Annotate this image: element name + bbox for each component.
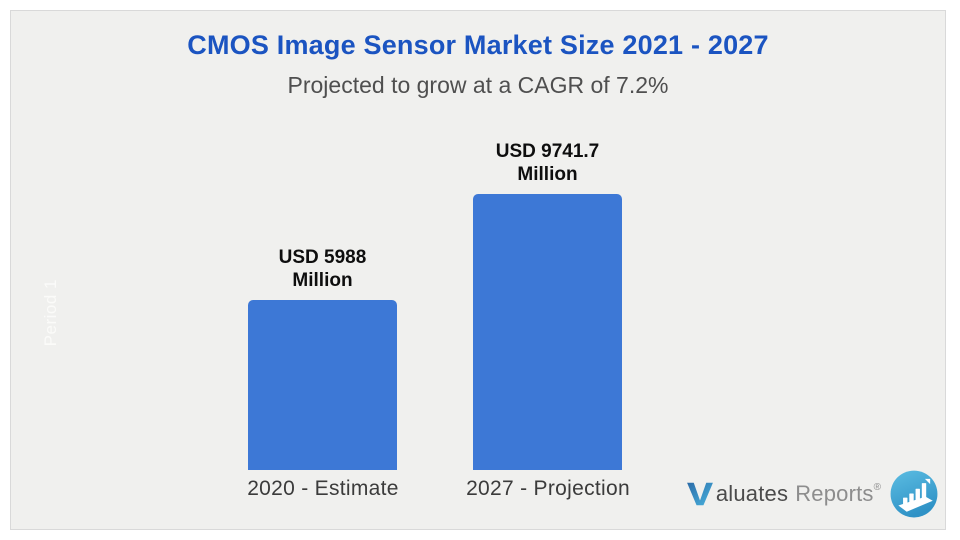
valuates-v-icon: [686, 482, 713, 506]
registered-mark: ®: [873, 481, 881, 493]
bar-value-label: USD 9741.7 Million: [495, 141, 600, 185]
brand-logo: aluates Reports ®: [686, 469, 939, 519]
brand-suffix: Reports: [795, 481, 874, 506]
bar-value-label: USD 5988 Million: [278, 247, 367, 291]
bar: [248, 300, 397, 470]
bar-group-2027: USD 9741.7 Million: [473, 140, 622, 470]
bar-group-2020: USD 5988 Million: [248, 246, 397, 470]
x-axis-label-2027: 2027 - Projection: [466, 477, 630, 500]
y-axis-watermark: Period 1: [41, 279, 60, 347]
brand-name: aluates: [715, 481, 789, 506]
chart-panel: CMOS Image Sensor Market Size 2021 - 202…: [10, 10, 946, 530]
chart-subtitle: Projected to grow at a CAGR of 7.2%: [287, 72, 669, 98]
bar: [473, 194, 622, 470]
bar-chart-circle-icon: [890, 470, 938, 518]
page-title: CMOS Image Sensor Market Size 2021 - 202…: [187, 30, 769, 60]
x-axis-label-2020: 2020 - Estimate: [247, 477, 399, 500]
